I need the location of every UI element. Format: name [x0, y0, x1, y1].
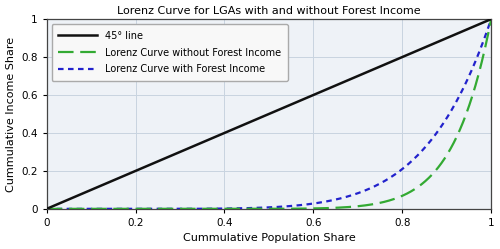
45° line — [240, 124, 246, 127]
Lorenz Curve with Forest Income — [240, 207, 246, 210]
Lorenz Curve without Forest Income — [390, 198, 396, 201]
45° line — [488, 18, 494, 21]
45° line — [89, 188, 95, 191]
45° line — [224, 131, 230, 134]
Lorenz Curve with Forest Income — [349, 194, 355, 197]
Lorenz Curve with Forest Income — [488, 18, 494, 21]
Lorenz Curve without Forest Income — [44, 207, 50, 210]
Lorenz Curve with Forest Income — [224, 207, 230, 210]
45° line — [390, 60, 396, 62]
Legend: 45° line, Lorenz Curve without Forest Income, Lorenz Curve with Forest Income: 45° line, Lorenz Curve without Forest In… — [52, 24, 288, 81]
Line: 45° line: 45° line — [46, 19, 491, 209]
Lorenz Curve without Forest Income — [349, 205, 355, 208]
Lorenz Curve with Forest Income — [89, 207, 95, 210]
Lorenz Curve without Forest Income — [240, 207, 246, 210]
Lorenz Curve without Forest Income — [398, 195, 404, 198]
Line: Lorenz Curve with Forest Income: Lorenz Curve with Forest Income — [46, 19, 491, 209]
Y-axis label: Cummulative Income Share: Cummulative Income Share — [6, 36, 16, 191]
Lorenz Curve without Forest Income — [488, 18, 494, 21]
Title: Lorenz Curve for LGAs with and without Forest Income: Lorenz Curve for LGAs with and without F… — [117, 5, 420, 15]
X-axis label: Cummulative Population Share: Cummulative Population Share — [182, 234, 356, 244]
Lorenz Curve without Forest Income — [89, 207, 95, 210]
45° line — [398, 56, 404, 59]
45° line — [349, 77, 355, 80]
Lorenz Curve with Forest Income — [390, 174, 396, 177]
Lorenz Curve with Forest Income — [44, 207, 50, 210]
45° line — [44, 207, 50, 210]
Lorenz Curve without Forest Income — [224, 207, 230, 210]
Lorenz Curve with Forest Income — [398, 168, 404, 171]
Line: Lorenz Curve without Forest Income: Lorenz Curve without Forest Income — [46, 19, 491, 209]
